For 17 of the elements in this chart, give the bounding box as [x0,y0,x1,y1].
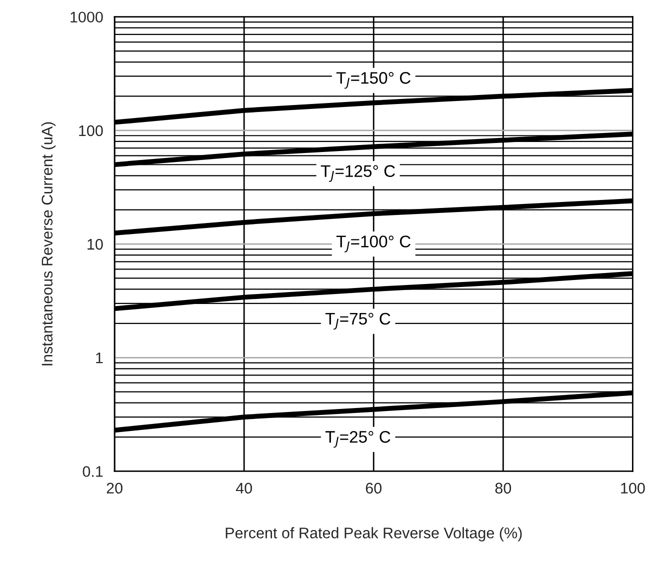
series-label: T$_{J}$=150° C [336,72,411,89]
y-tick-label: 0.1 [82,466,103,477]
x-tick-label: 60 [366,482,382,494]
y-tick-label: 10 [88,238,103,250]
x-tick-label: 40 [236,482,252,494]
series-label: T$_{J}$=25° C [325,431,390,448]
y-tick-label: 1 [96,352,103,364]
x-tick-label: 80 [495,482,512,494]
series-label: T$_{J}$=125° C [320,165,395,182]
y-tick-label: 1000 [70,12,103,23]
x-axis-title: Percent of Rated Peak Reverse Voltage (%) [226,527,522,542]
x-tick-label: 100 [621,482,645,494]
x-tick-label: 20 [106,482,122,494]
series-label: T$_{J}$=100° C [336,236,411,252]
series-label: T$_{J}$=75° C [325,312,390,330]
y-axis-title: Instantaneous Reverse Current (uA) [41,122,56,366]
y-tick-label: 100 [79,125,103,136]
